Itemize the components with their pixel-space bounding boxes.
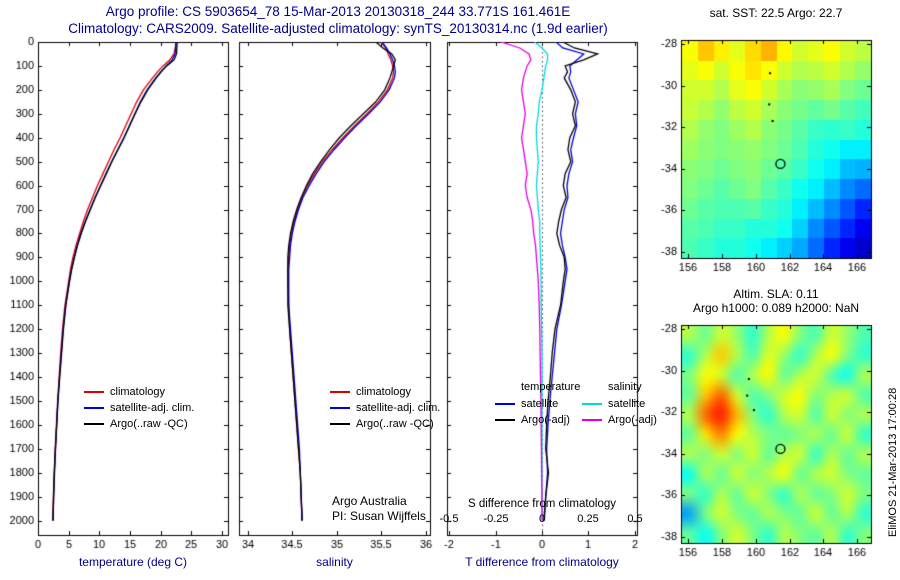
legend-item-argo: Argo(..raw -QC) (84, 416, 194, 432)
legend-label: satellite-adj. clim. (356, 402, 441, 414)
legend-item-satellite-s: satellite (582, 396, 657, 412)
legend-item-satellite-t: satellite (495, 396, 580, 412)
satellite-s-line-swatch (582, 403, 602, 405)
legend-item-argo-t: Argo(-adj) (495, 412, 580, 428)
climatology-line-swatch (330, 391, 350, 393)
satellite-adj-line-swatch (330, 407, 350, 409)
legend-label: Argo(..raw -QC) (356, 418, 434, 430)
watermark-timestamp: EliMOS 21-Mar-2013 17:00:28 (887, 387, 899, 537)
legend-label: Argo(-adj) (521, 414, 570, 426)
legend-label: climatology (356, 386, 412, 398)
legend-item-argo: Argo(..raw -QC) (330, 416, 440, 432)
legend-item-climatology: climatology (84, 384, 194, 400)
sst-map-title: sat. SST: 22.5 Argo: 22.7 (709, 6, 843, 20)
tdiff-xlabel: T difference from climatology (465, 555, 619, 569)
temperature-xlabel: temperature (deg C) (78, 555, 188, 569)
sdiff-tick: -0.25 (483, 513, 509, 525)
legend-label: climatology (110, 386, 166, 398)
legend-item-argo-s: Argo(-adj) (582, 412, 657, 428)
sdiff-tick: 0.5 (627, 513, 643, 525)
attribution-line2: PI: Susan Wijffels (332, 509, 426, 523)
satellite-adj-line-swatch (84, 407, 104, 409)
sla-map-title-line1: Altim. SLA: 0.11 (733, 287, 819, 301)
legend-item-satellite-adj: satellite-adj. clim. (330, 400, 440, 416)
legend-label: satellite-adj. clim. (110, 402, 195, 414)
figure-title-line2: Climatology: CARS2009. Satellite-adjuste… (68, 21, 608, 36)
argo-s-line-swatch (582, 419, 602, 421)
legend-label: satellite (608, 398, 646, 410)
salinity-legend: climatology satellite-adj. clim. Argo(..… (330, 384, 440, 432)
argo-t-line-swatch (495, 419, 515, 421)
argo-line-swatch (84, 423, 104, 425)
temperature-legend: climatology satellite-adj. clim. Argo(..… (84, 384, 194, 432)
legend-group-title: temperature (521, 381, 581, 393)
tdiff-legend-salinity-group: salinity satellite Argo(-adj) (582, 381, 657, 428)
attribution-annotation: Argo Australia PI: Susan Wijffels (332, 494, 426, 524)
legend-label: Argo(..raw -QC) (110, 418, 188, 430)
sdiff-tick: 0 (538, 513, 546, 525)
legend-label: satellite (521, 398, 559, 410)
sla-map-title-line2: Argo h1000: 0.089 h2000: NaN (692, 301, 860, 315)
attribution-line1: Argo Australia (332, 494, 407, 508)
sdiff-tick: -0.5 (439, 513, 459, 525)
satellite-t-line-swatch (495, 403, 515, 405)
figure-title-line1: Argo profile: CS 5903654_78 15-Mar-2013 … (105, 4, 571, 19)
legend-label: Argo(-adj) (608, 414, 657, 426)
argo-line-swatch (330, 423, 350, 425)
climatology-line-swatch (84, 391, 104, 393)
legend-item-climatology: climatology (330, 384, 440, 400)
legend-group-title: salinity (608, 381, 642, 393)
tdiff-legend-temperature-group: temperature satellite Argo(-adj) (495, 381, 580, 428)
legend-item-satellite-adj: satellite-adj. clim. (84, 400, 194, 416)
salinity-xlabel: salinity (316, 555, 353, 569)
sdiff-axis-label: S difference from climatology (467, 498, 617, 510)
sdiff-tick: 0.25 (577, 513, 599, 525)
